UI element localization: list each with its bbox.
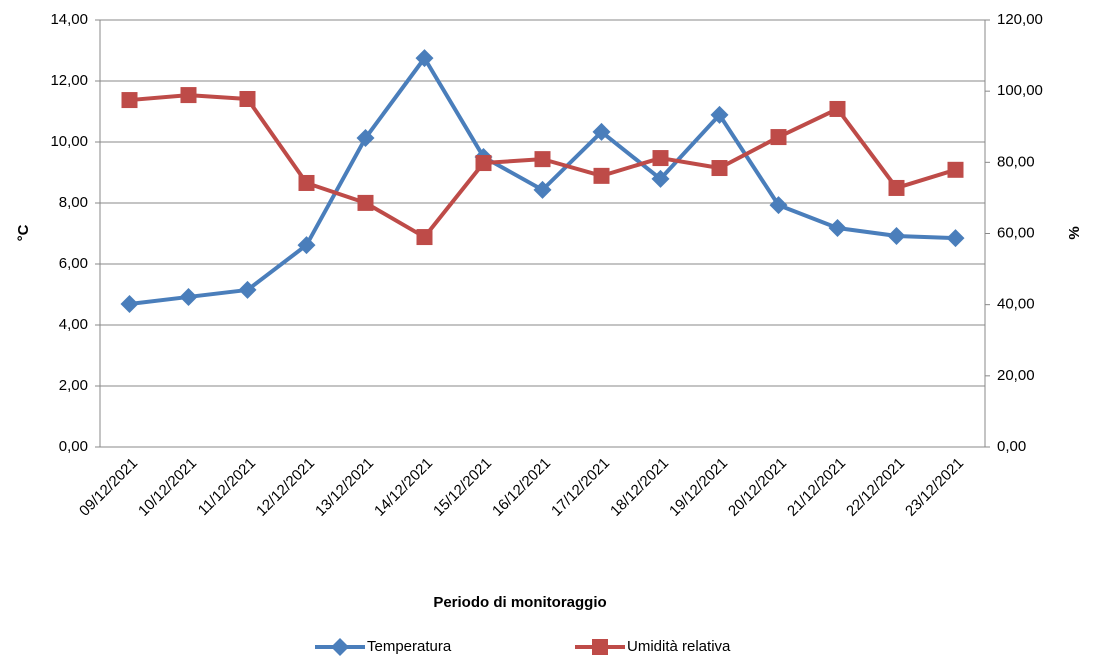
- marker: [947, 161, 964, 178]
- x-tick-label: 10/12/2021: [135, 455, 200, 520]
- y-tick-label: 2,00: [59, 377, 88, 394]
- x-tick-label: 19/12/2021: [666, 455, 731, 520]
- x-tick-label: 09/12/2021: [76, 455, 141, 520]
- x-tick-label: 15/12/2021: [430, 455, 495, 520]
- marker: [828, 219, 847, 238]
- marker: [711, 160, 728, 177]
- marker: [297, 236, 316, 255]
- marker: [331, 638, 349, 656]
- x-tick-label: 18/12/2021: [607, 455, 672, 520]
- x-tick-label: 11/12/2021: [195, 455, 259, 519]
- y2-tick-label: 20,00: [997, 367, 1035, 384]
- marker: [769, 196, 788, 215]
- marker: [533, 180, 552, 199]
- marker: [652, 150, 669, 167]
- marker: [415, 49, 434, 68]
- x-tick-label: 21/12/2021: [784, 455, 849, 520]
- x-tick-label: 12/12/2021: [253, 455, 318, 520]
- y2-tick-label: 80,00: [997, 153, 1035, 170]
- x-tick-label: 23/12/2021: [902, 455, 967, 520]
- y-tick-label: 4,00: [59, 316, 88, 333]
- y-tick-label: 6,00: [59, 255, 88, 272]
- y2-tick-label: 60,00: [997, 224, 1035, 241]
- x-tick-label: 22/12/2021: [843, 455, 908, 520]
- legend-label: Umidità relativa: [627, 638, 731, 655]
- marker: [592, 639, 608, 655]
- marker: [416, 229, 433, 246]
- x-tick-label: 14/12/2021: [371, 455, 436, 520]
- x-tick-label: 13/12/2021: [312, 455, 377, 520]
- marker: [593, 167, 610, 184]
- marker: [829, 100, 846, 117]
- x-tick-label: 20/12/2021: [725, 455, 790, 520]
- marker: [180, 87, 197, 104]
- y-axis-label: °C: [15, 224, 32, 241]
- x-tick-label: 16/12/2021: [489, 455, 554, 520]
- y2-tick-label: 0,00: [997, 438, 1026, 455]
- y-tick-label: 0,00: [59, 438, 88, 455]
- x-axis-label: Periodo di monitoraggio: [433, 594, 606, 611]
- marker: [887, 226, 906, 245]
- marker: [888, 179, 905, 196]
- marker: [298, 174, 315, 191]
- marker: [475, 155, 492, 172]
- y2-tick-label: 100,00: [997, 82, 1043, 99]
- y-tick-label: 8,00: [59, 194, 88, 211]
- y2-tick-label: 120,00: [997, 11, 1043, 28]
- marker: [356, 129, 375, 148]
- marker: [770, 129, 787, 146]
- marker: [651, 169, 670, 188]
- y2-axis-label: %: [1066, 226, 1083, 239]
- marker: [946, 229, 965, 248]
- y-tick-label: 10,00: [50, 133, 88, 150]
- y-tick-label: 12,00: [50, 72, 88, 89]
- marker: [120, 294, 139, 313]
- marker: [534, 151, 551, 168]
- marker: [239, 90, 256, 107]
- marker: [121, 92, 138, 109]
- y-tick-label: 14,00: [50, 11, 88, 28]
- marker: [238, 280, 257, 299]
- marker: [710, 105, 729, 124]
- x-tick-label: 17/12/2021: [548, 455, 613, 520]
- marker: [592, 122, 611, 141]
- y2-tick-label: 40,00: [997, 296, 1035, 313]
- legend-label: Temperatura: [367, 638, 452, 655]
- marker: [357, 194, 374, 211]
- marker: [179, 287, 198, 306]
